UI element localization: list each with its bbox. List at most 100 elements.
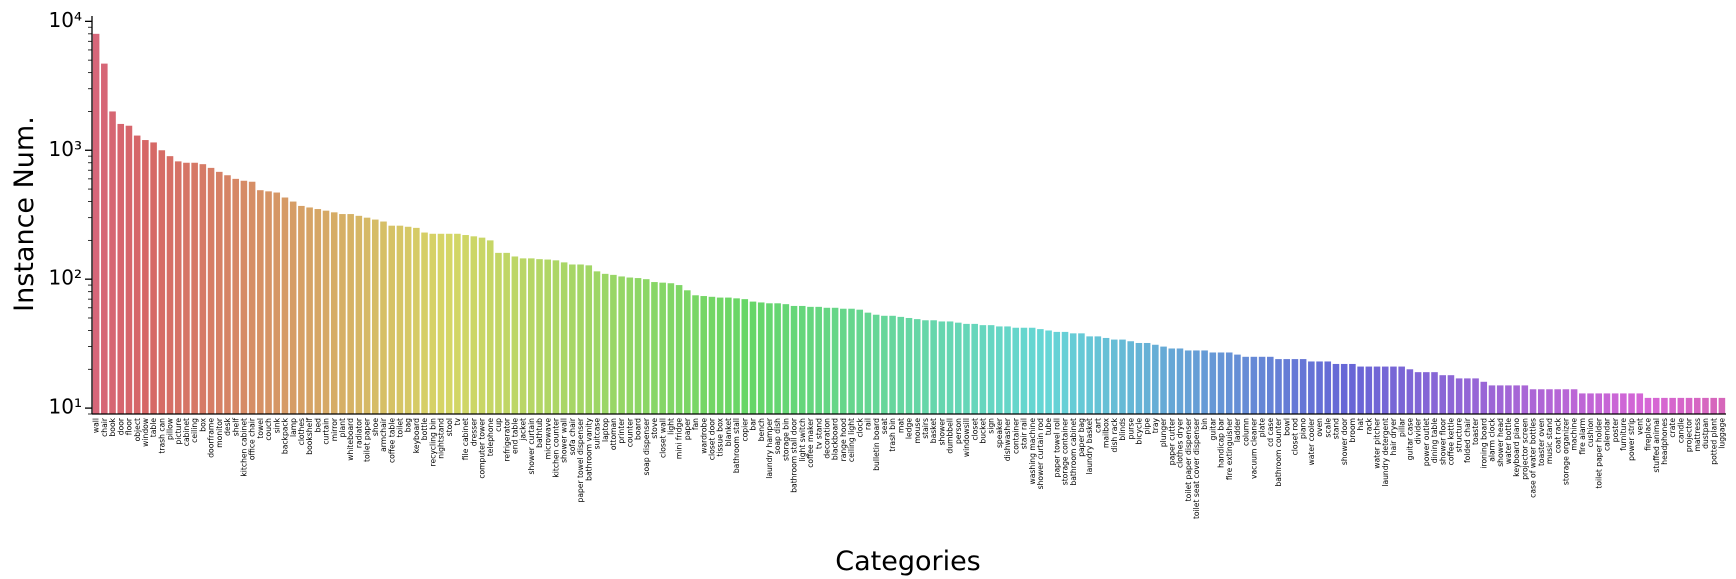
x-tick-label: refrigerator [502,417,511,461]
x-tick-label: basket [929,418,938,443]
bar [1718,397,1726,414]
bar [872,314,880,414]
bar [601,273,609,414]
x-tick-label: toilet [396,418,405,438]
x-tick-label: calendar [1603,417,1612,451]
x-tick-label: bowl [1282,418,1291,436]
bar [257,190,264,414]
x-tick-label: door [116,417,125,435]
bar [1652,397,1660,414]
x-tick-label: ceiling [190,418,199,443]
bar [897,316,905,414]
x-tick-label: book [108,417,117,436]
x-tick-label: structure [1455,418,1464,453]
x-tick-label: toaster oven [1537,418,1546,466]
bar [1127,341,1134,414]
x-tick-label: music stand [1545,418,1554,464]
x-tick-label: towel [256,418,265,439]
x-tick-label: paper [683,417,692,440]
x-tick-label: container [1011,417,1020,454]
x-tick-label: office chair [248,417,257,460]
bar [790,305,798,414]
bar [651,282,658,414]
x-tick-label: tissue box [716,417,725,456]
x-tick-label: alarm clock [1488,417,1497,461]
bar [749,301,757,414]
bar [1455,378,1463,414]
x-tick-label: shower floor [1438,417,1447,465]
bar [1521,385,1529,414]
x-tick-label: cup [494,418,503,432]
x-tick-label: tube [1044,418,1053,436]
bar [1595,393,1603,414]
x-tick-label: dresser [469,417,478,446]
x-tick-label: picture [174,418,183,445]
x-tick-label: plant [338,418,347,437]
x-tick-label: storage organizer [1561,417,1570,485]
x-tick-label: bathroom cabinet [1069,418,1078,486]
bar [766,303,773,414]
bar [183,162,190,414]
x-tick-label: ledge [905,418,914,439]
x-tick-label: range hood [839,418,848,462]
x-tick-label: ceiling light [847,418,856,462]
x-tick-label: mailbox [1102,417,1111,448]
x-tick-label: blinds [1118,418,1127,441]
bar [1069,333,1077,414]
bar [166,156,174,414]
x-tick-label: tv stand [814,418,823,449]
x-tick-label: scale [1323,418,1332,438]
x-tick-label: stair rail [1020,418,1029,449]
x-tick-label: clothes [297,418,306,445]
bar [971,323,978,414]
bar [133,135,141,414]
bar [413,227,420,414]
bar [117,123,125,414]
bar [1431,372,1438,414]
x-tick-label: end table [510,418,519,454]
bar [1242,356,1249,414]
x-tick-label: fan [691,418,700,430]
x-tick-label: blackboard [831,418,840,460]
bar [1291,359,1299,414]
bar [864,312,872,414]
x-tick-label: stool [445,418,454,436]
bar [1496,385,1504,414]
x-tick-label: decoration [822,418,831,459]
bar [1529,389,1537,414]
bar [1209,352,1217,414]
bar [1176,348,1184,414]
bar [191,162,198,414]
x-tick-label: oven [1315,418,1324,437]
bar [1693,397,1701,414]
bar [552,260,560,414]
bar [503,252,510,414]
x-tick-label: paper towel dispenser [576,417,585,502]
bar [519,258,527,414]
x-tick-label: person [954,418,963,444]
x-tick-label: hat [1356,418,1365,430]
bar [363,217,371,414]
bar [265,191,272,414]
bar [1562,389,1570,414]
bar [429,233,437,414]
bar [774,303,781,414]
bar [1677,397,1685,414]
bar [979,325,987,414]
bar [1061,331,1069,414]
x-tick-label: nightstand [437,418,446,459]
bar [1644,397,1652,414]
x-tick-label: projector [1685,417,1694,452]
bar [1193,350,1200,414]
x-tick-label: ladder [1233,417,1242,442]
bar [1078,333,1085,414]
bar [1710,397,1717,414]
x-tick-label: desk [223,417,232,435]
bar [1119,339,1126,414]
x-tick-label: rail [864,418,873,430]
bar [1053,331,1061,414]
x-tick-label: board [634,418,643,440]
x-tick-label: bookshelf [305,418,314,455]
bar [1094,336,1102,414]
bar [380,221,387,414]
